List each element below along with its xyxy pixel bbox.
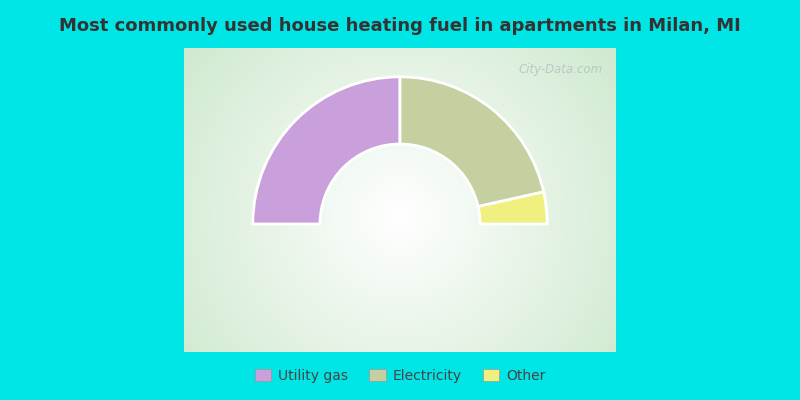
- Wedge shape: [253, 77, 400, 224]
- Text: City-Data.com: City-Data.com: [519, 63, 603, 76]
- Text: Most commonly used house heating fuel in apartments in Milan, MI: Most commonly used house heating fuel in…: [59, 17, 741, 35]
- Wedge shape: [400, 77, 544, 206]
- Wedge shape: [478, 192, 547, 224]
- Legend: Utility gas, Electricity, Other: Utility gas, Electricity, Other: [249, 364, 551, 388]
